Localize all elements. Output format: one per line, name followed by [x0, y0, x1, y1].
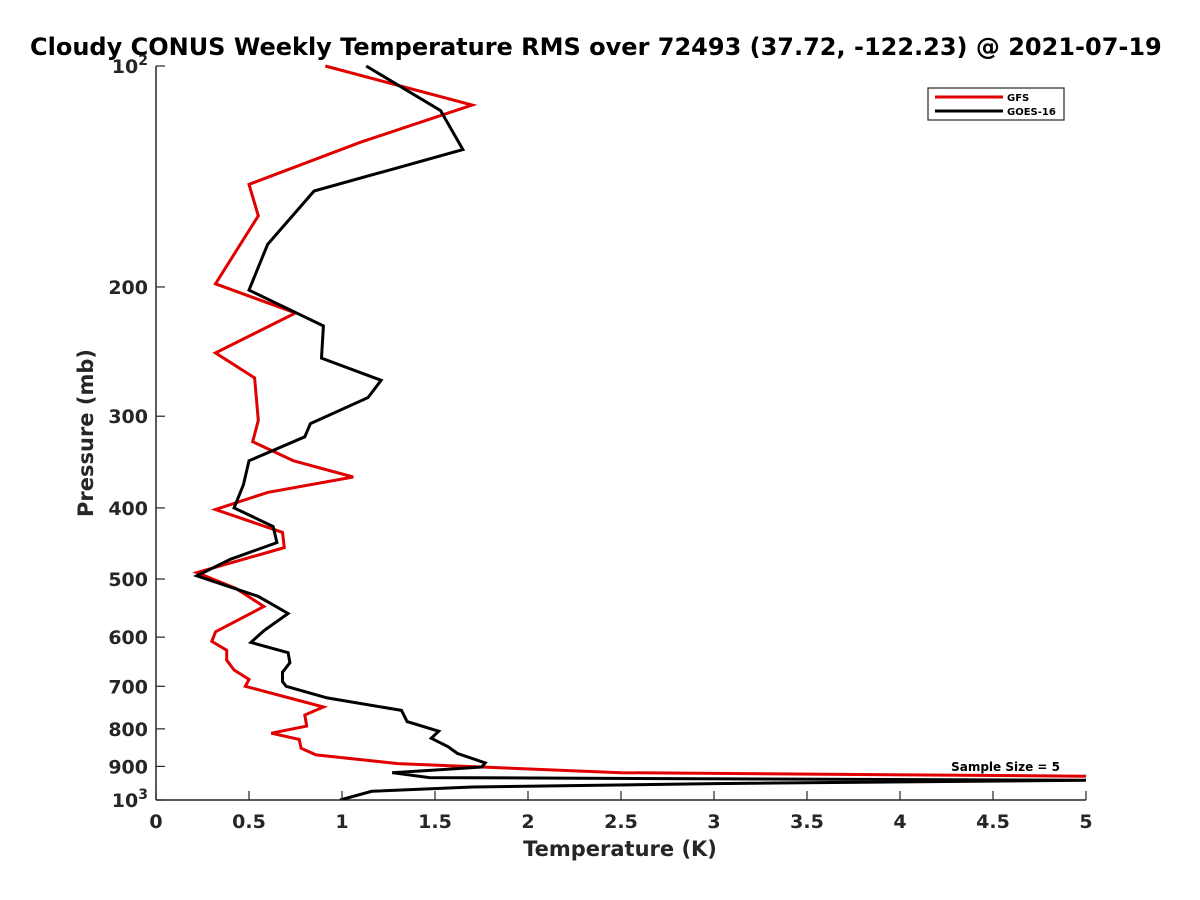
x-axis-title: Temperature (K)	[523, 837, 717, 861]
chart-title: Cloudy CONUS Weekly Temperature RMS over…	[30, 33, 1162, 61]
y-tick-label: 400	[108, 498, 148, 520]
x-tick-label: 0.5	[232, 811, 266, 833]
sample-size-annotation: Sample Size = 5	[951, 760, 1060, 774]
x-tick-label: 4	[893, 811, 906, 833]
x-tick-label: 3	[707, 811, 720, 833]
series-line-goes-16	[192, 64, 1087, 800]
x-tick-label: 5	[1079, 811, 1092, 833]
y-axis: 102 200 300 400 500 600 700 800 900 103	[108, 53, 165, 812]
x-tick-label: 1	[335, 811, 348, 833]
x-tick-label: 0	[149, 811, 162, 833]
y-tick-label: 102	[112, 53, 148, 78]
legend-label-goes-16: GOES-16	[1007, 107, 1056, 118]
x-tick-label: 4.5	[976, 811, 1010, 833]
series-line-gfs	[192, 64, 1087, 778]
y-axis-title: Pressure (mb)	[74, 349, 98, 517]
y-tick-label: 800	[108, 719, 148, 741]
x-tick-label: 2	[521, 811, 534, 833]
x-tick-label: 1.5	[418, 811, 452, 833]
y-tick-label: 600	[108, 627, 148, 649]
series-layer	[192, 64, 1087, 800]
y-tick-label: 500	[108, 569, 148, 591]
legend-label-gfs: GFS	[1007, 93, 1029, 104]
y-tick-label: 103	[112, 787, 148, 812]
y-tick-label: 700	[108, 676, 148, 698]
y-tick-label: 900	[108, 756, 148, 778]
legend-box	[927, 87, 1065, 121]
x-tick-label: 2.5	[604, 811, 638, 833]
y-tick-label: 300	[108, 406, 148, 428]
x-tick-label: 3.5	[790, 811, 824, 833]
legend: GFS GOES-16	[927, 87, 1065, 121]
x-axis: 0 0.5 1 1.5 2 2.5 3 3.5 4 4.5 5	[149, 791, 1093, 833]
y-tick-label: 200	[108, 277, 148, 299]
